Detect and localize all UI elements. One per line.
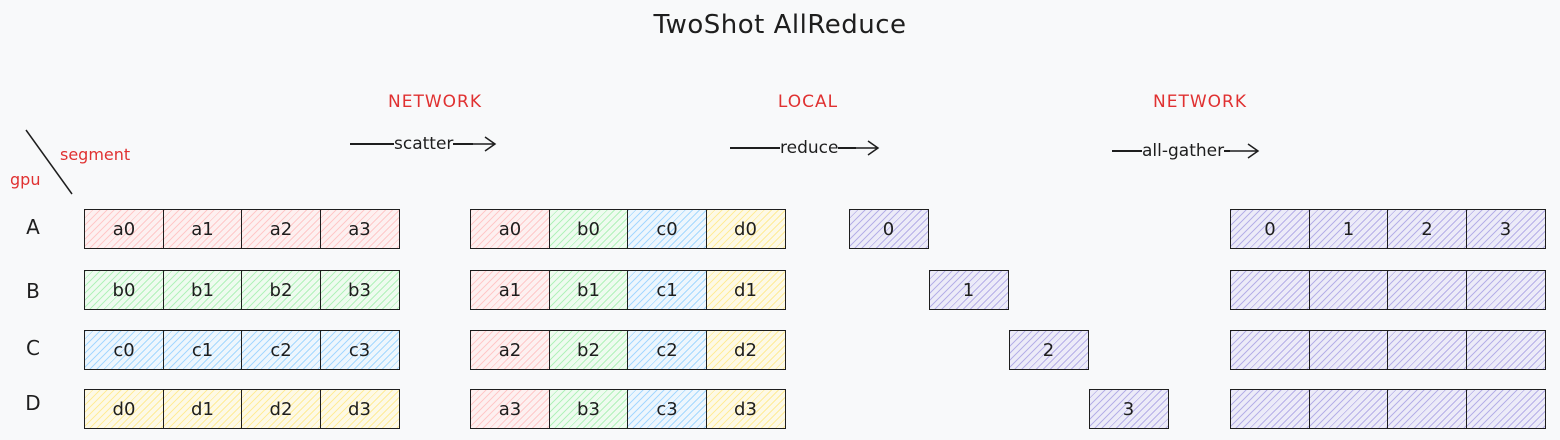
gather-row-a: 0 1 2 3 bbox=[1230, 209, 1546, 249]
row-label: D bbox=[25, 391, 41, 415]
gather-row-d bbox=[1230, 389, 1546, 429]
scatter-row-a: a0 b0 c0 d0 bbox=[470, 209, 786, 249]
segment-cell: c0 bbox=[627, 209, 707, 249]
input-row-a: a0 a1 a2 a3 bbox=[84, 209, 400, 249]
segment-cell: d3 bbox=[319, 389, 400, 429]
segment-cell: d1 bbox=[705, 270, 786, 310]
arrow-head-icon bbox=[856, 140, 880, 156]
phase-label-scatter: NETWORK bbox=[388, 92, 482, 112]
segment-cell bbox=[1308, 270, 1389, 310]
reduced-cell: 2 bbox=[1008, 330, 1089, 370]
segment-cell: b2 bbox=[548, 330, 629, 370]
arrow-line bbox=[1112, 150, 1142, 152]
segment-cell: d3 bbox=[705, 389, 786, 429]
row-label: C bbox=[26, 336, 40, 360]
arrow-line bbox=[838, 147, 857, 149]
segment-cell: b0 bbox=[548, 209, 629, 249]
scatter-row-c: a2 b2 c2 d2 bbox=[470, 330, 786, 370]
reduce-arrow: reduce bbox=[730, 138, 880, 158]
segment-cell: a1 bbox=[470, 270, 550, 310]
segment-cell: a1 bbox=[162, 209, 243, 249]
input-row-d: d0 d1 d2 d3 bbox=[84, 389, 400, 429]
segment-cell: a2 bbox=[241, 209, 321, 249]
scatter-arrow: scatter bbox=[350, 134, 497, 154]
reduced-cell: 3 bbox=[1088, 389, 1169, 429]
scatter-row-b: a1 b1 c1 d1 bbox=[470, 270, 786, 310]
segment-cell: d2 bbox=[705, 330, 786, 370]
reduced-cell: 1 bbox=[928, 270, 1009, 310]
segment-cell: b1 bbox=[162, 270, 243, 310]
segment-cell bbox=[1465, 389, 1546, 429]
arrow-head-icon bbox=[1230, 143, 1260, 159]
segment-header: segment bbox=[60, 145, 131, 164]
segment-cell: c2 bbox=[627, 330, 707, 370]
arrow-op-label: all-gather bbox=[1142, 141, 1225, 161]
arrow-head-icon bbox=[473, 136, 497, 152]
segment-cell: c0 bbox=[84, 330, 164, 370]
phase-label-reduce: LOCAL bbox=[777, 92, 839, 112]
segment-cell bbox=[1308, 389, 1389, 429]
row-label: A bbox=[26, 215, 40, 239]
segment-cell: d1 bbox=[162, 389, 243, 429]
segment-cell bbox=[1387, 270, 1467, 310]
segment-cell: c3 bbox=[319, 330, 400, 370]
allgather-arrow: all-gather bbox=[1112, 141, 1260, 161]
segment-cell bbox=[1465, 330, 1546, 370]
segment-cell: b3 bbox=[548, 389, 629, 429]
segment-cell: b3 bbox=[319, 270, 400, 310]
segment-cell: a0 bbox=[84, 209, 164, 249]
segment-cell: a3 bbox=[319, 209, 400, 249]
segment-cell bbox=[1387, 389, 1467, 429]
segment-cell: b0 bbox=[84, 270, 164, 310]
segment-cell: 2 bbox=[1387, 209, 1467, 249]
arrow-line bbox=[453, 143, 474, 145]
gpu-header: gpu bbox=[10, 170, 41, 189]
header-divider-line bbox=[25, 129, 73, 195]
segment-cell: d0 bbox=[84, 389, 164, 429]
scatter-row-d: a3 b3 c3 d3 bbox=[470, 389, 786, 429]
segment-cell: 3 bbox=[1465, 209, 1546, 249]
segment-cell: a0 bbox=[470, 209, 550, 249]
input-row-c: c0 c1 c2 c3 bbox=[84, 330, 400, 370]
row-label: B bbox=[26, 279, 40, 303]
segment-cell: c1 bbox=[627, 270, 707, 310]
segment-cell: d0 bbox=[705, 209, 786, 249]
segment-cell bbox=[1230, 330, 1310, 370]
segment-cell: b2 bbox=[241, 270, 321, 310]
segment-cell bbox=[1230, 270, 1310, 310]
segment-cell bbox=[1465, 270, 1546, 310]
segment-cell: 1 bbox=[1308, 209, 1389, 249]
segment-cell: c3 bbox=[627, 389, 707, 429]
segment-cell: a3 bbox=[470, 389, 550, 429]
input-row-b: b0 b1 b2 b3 bbox=[84, 270, 400, 310]
segment-cell: d2 bbox=[241, 389, 321, 429]
segment-cell bbox=[1387, 330, 1467, 370]
arrow-line bbox=[730, 147, 780, 149]
phase-label-allgather: NETWORK bbox=[1153, 92, 1247, 112]
arrow-op-label: scatter bbox=[394, 134, 454, 154]
gather-row-b bbox=[1230, 270, 1546, 310]
segment-cell bbox=[1230, 389, 1310, 429]
reduced-cell: 0 bbox=[848, 209, 929, 249]
segment-cell: 0 bbox=[1230, 209, 1310, 249]
segment-cell bbox=[1308, 330, 1389, 370]
segment-cell: c1 bbox=[162, 330, 243, 370]
arrow-line bbox=[1224, 150, 1231, 152]
gather-row-c bbox=[1230, 330, 1546, 370]
diagram-title: TwoShot AllReduce bbox=[653, 10, 907, 40]
arrow-op-label: reduce bbox=[780, 138, 839, 158]
segment-cell: b1 bbox=[548, 270, 629, 310]
segment-cell: a2 bbox=[470, 330, 550, 370]
segment-cell: c2 bbox=[241, 330, 321, 370]
arrow-line bbox=[350, 143, 394, 145]
